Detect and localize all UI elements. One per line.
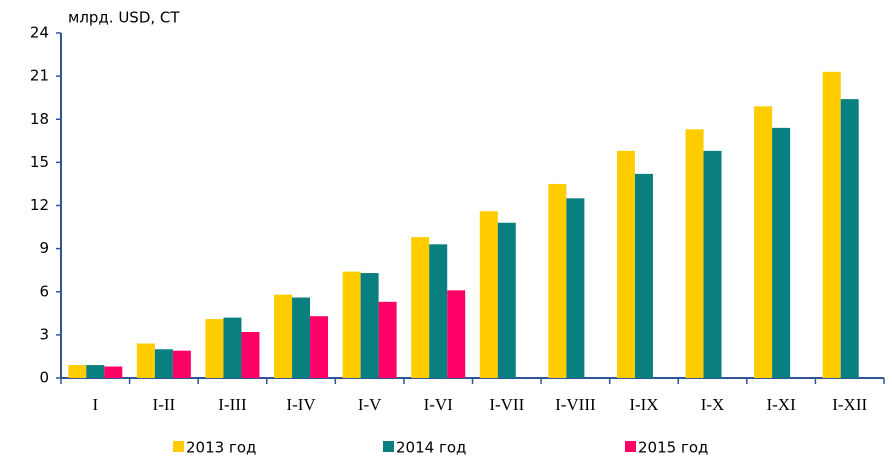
- y-tick-label: 24: [30, 24, 49, 42]
- legend-swatch: [383, 441, 394, 452]
- bar: [447, 290, 466, 378]
- bar: [205, 319, 224, 378]
- bar: [772, 127, 791, 378]
- x-tick-label: I: [92, 395, 98, 414]
- bar: [241, 332, 260, 378]
- legend-swatch: [625, 441, 636, 452]
- x-tick-label: I-VIII: [555, 395, 596, 414]
- bar: [497, 222, 516, 378]
- y-tick-label: 6: [39, 282, 49, 300]
- bar: [429, 244, 448, 378]
- x-tick-label: I-III: [218, 395, 247, 414]
- bar: [411, 237, 430, 378]
- bar: [822, 71, 841, 378]
- bar: [360, 273, 379, 378]
- x-tick-label: I-IV: [286, 395, 316, 414]
- legend-swatch: [173, 441, 184, 452]
- bar: [566, 198, 585, 378]
- legend-label: 2013 год: [186, 439, 256, 457]
- bar: [548, 183, 567, 378]
- bar: [634, 173, 653, 378]
- bar: [840, 99, 859, 378]
- bar: [104, 366, 123, 378]
- x-tick-label: I-X: [701, 395, 725, 414]
- x-tick-label: I-VII: [489, 395, 524, 414]
- bar: [479, 211, 498, 378]
- chart-title: млрд. USD, СТ: [68, 9, 180, 27]
- y-tick-label: 12: [30, 196, 49, 214]
- bar: [378, 301, 397, 378]
- y-tick-label: 9: [39, 239, 49, 257]
- x-tick-label: I-II: [153, 395, 176, 414]
- y-tick-label: 15: [30, 153, 49, 171]
- bar: [342, 271, 361, 378]
- bar: [292, 297, 311, 378]
- bar: [68, 365, 87, 378]
- y-tick-label: 21: [30, 67, 49, 85]
- bar: [310, 316, 329, 378]
- bar: [136, 343, 155, 378]
- legend-label: 2015 год: [638, 439, 708, 457]
- bar: [685, 129, 704, 378]
- bar: [86, 365, 105, 378]
- bar: [754, 106, 773, 378]
- x-tick-label: I-VI: [424, 395, 454, 414]
- y-tick-label: 3: [39, 325, 49, 343]
- y-tick-label: 18: [30, 110, 49, 128]
- x-tick-label: I-XII: [832, 395, 867, 414]
- bar: [223, 317, 242, 378]
- x-tick-label: I-IX: [629, 395, 658, 414]
- bar: [703, 150, 722, 378]
- bar: [172, 350, 191, 378]
- legend-label: 2014 год: [396, 439, 466, 457]
- bar: [274, 294, 293, 378]
- x-tick-label: I-XI: [766, 395, 796, 414]
- bar: [154, 349, 173, 378]
- x-tick-label: I-V: [358, 395, 382, 414]
- y-tick-label: 0: [39, 369, 49, 387]
- bar: [616, 150, 635, 378]
